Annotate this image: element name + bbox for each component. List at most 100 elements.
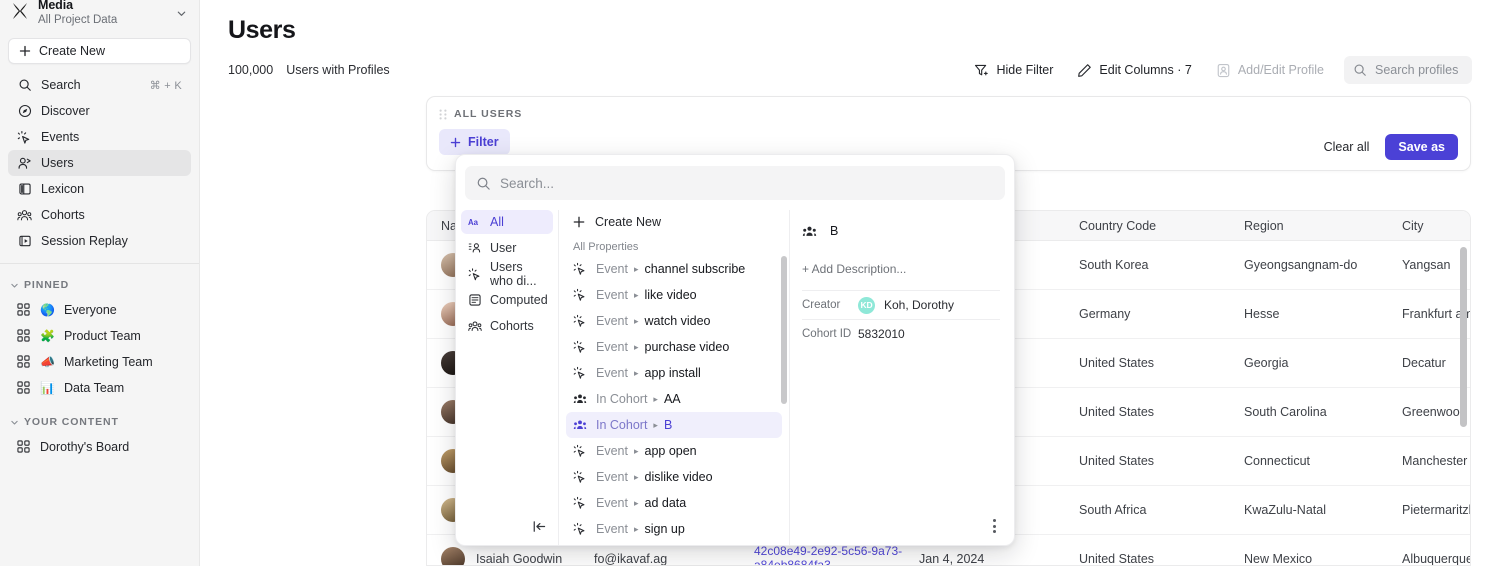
add-description-link[interactable]: + Add Description... [802, 262, 907, 276]
property-option[interactable]: Event ▸ sign up [566, 516, 782, 542]
edit-columns-button[interactable]: Edit Columns · 7 [1067, 56, 1201, 84]
cohorts-icon [468, 319, 482, 333]
sidebar-item-search[interactable]: Search ⌘ + K [8, 72, 191, 98]
sidebar-item-events[interactable]: Events [8, 124, 191, 150]
board-emoji: 📣 [40, 355, 55, 369]
property-option[interactable]: Event ▸ app open [566, 438, 782, 464]
your-content-label: YOUR CONTENT [24, 416, 119, 428]
column-header-country-code[interactable]: Country Code [1079, 218, 1157, 233]
sidebar-board-everyone[interactable]: 🌎 Everyone [8, 297, 191, 323]
hide-filter-button[interactable]: Hide Filter [964, 56, 1063, 84]
user-count: 100,000 [228, 63, 274, 77]
cohorts-icon [802, 224, 817, 239]
property-type: Event [596, 444, 628, 458]
clear-all-button[interactable]: Clear all [1323, 140, 1370, 154]
table-vertical-scrollbar[interactable] [1460, 247, 1467, 427]
board-grid-icon [17, 329, 31, 343]
cell-city: Frankfurt am Main [1402, 307, 1470, 321]
detail-title-row: B [802, 220, 1000, 242]
pinned-section-header[interactable]: PINNED [0, 273, 199, 297]
property-option[interactable]: Event ▸ ad data [566, 490, 782, 516]
chevron-right-icon: ▸ [633, 289, 639, 300]
dropdown-search-box[interactable] [465, 166, 1005, 200]
cell-city: Decatur [1402, 356, 1446, 370]
cell-city: Greenwood [1402, 405, 1467, 419]
sidebar-item-label: Session Replay [41, 234, 128, 248]
lexicon-icon [17, 182, 32, 197]
add-edit-profile-button[interactable]: Add/Edit Profile [1206, 56, 1334, 84]
properties-scrollbar[interactable] [781, 256, 787, 404]
board-grid-icon [17, 440, 31, 454]
category-users-who-did[interactable]: Users who di... [461, 260, 553, 288]
property-name: B [663, 418, 673, 432]
more-options-icon[interactable] [984, 515, 1004, 537]
user-count-label: Users with Profiles [286, 63, 390, 77]
project-subtitle: All Project Data [38, 14, 118, 27]
cell-id[interactable]: 42c08e49-2e92-5c56-9a73-a84eb8684fa3 [754, 545, 903, 566]
sidebar-board-dorothys-board[interactable]: Dorothy's Board [8, 434, 191, 460]
sidebar-item-label: Lexicon [41, 182, 85, 196]
project-selector[interactable]: Media All Project Data [0, 0, 199, 30]
kebab-dot [992, 519, 996, 522]
dropdown-create-new-button[interactable]: Create New [566, 210, 782, 234]
dropdown-body: Aa All User Users who di. [456, 210, 1014, 545]
create-new-button[interactable]: Create New [8, 38, 191, 64]
computed-icon [468, 293, 482, 307]
search-icon [1353, 63, 1367, 77]
sidebar: Media All Project Data Create New Search… [0, 0, 200, 566]
add-filter-button[interactable]: Filter [439, 129, 510, 155]
sidebar-item-session-replay[interactable]: Session Replay [8, 228, 191, 254]
property-option[interactable]: Event ▸ like video [566, 282, 782, 308]
property-name: watch video [644, 314, 711, 328]
category-cohorts[interactable]: Cohorts [461, 314, 553, 338]
category-label: Users who di... [490, 260, 537, 288]
column-header-region[interactable]: Region [1244, 218, 1284, 233]
property-option-selected[interactable]: In Cohort ▸ B [566, 412, 782, 438]
chevron-right-icon: ▸ [633, 497, 639, 508]
your-content-section-header[interactable]: YOUR CONTENT [0, 410, 199, 434]
dropdown-search-input[interactable] [500, 175, 994, 191]
sidebar-board-data-team[interactable]: 📊 Data Team [8, 375, 191, 401]
search-profiles-box[interactable] [1344, 56, 1472, 84]
property-option[interactable]: Event ▸ channel subscribe [566, 256, 782, 282]
cohorts-icon [17, 208, 32, 223]
creator-label: Creator [802, 299, 841, 311]
property-option[interactable]: Event ▸ watch video [566, 308, 782, 334]
filter-icon [974, 63, 989, 78]
category-label: All [490, 215, 504, 229]
collapse-panel-icon[interactable] [528, 515, 550, 537]
property-name: dislike video [644, 470, 713, 484]
property-option[interactable]: In Cohort ▸ AA [566, 386, 782, 412]
project-name: Media [38, 0, 73, 13]
detail-separator [802, 319, 1000, 320]
cell-region: Gyeongsangnam-do [1244, 258, 1358, 272]
sidebar-item-users[interactable]: Users [8, 150, 191, 176]
cell-city: Albuquerque [1402, 552, 1471, 566]
category-user[interactable]: User [461, 236, 553, 260]
search-profiles-input[interactable] [1375, 63, 1463, 77]
sidebar-board-marketing-team[interactable]: 📣 Marketing Team [8, 349, 191, 375]
sidebar-item-lexicon[interactable]: Lexicon [8, 176, 191, 202]
events-icon [573, 288, 587, 302]
sidebar-nav: Search ⌘ + K Discover Events [0, 72, 199, 254]
toolbar-actions: Hide Filter Edit Columns · 7 Add/Edit Pr… [964, 56, 1472, 84]
save-as-button[interactable]: Save as [1385, 134, 1458, 160]
column-header-city[interactable]: City [1402, 218, 1424, 233]
sidebar-board-product-team[interactable]: 🧩 Product Team [8, 323, 191, 349]
cell-country: United States [1079, 405, 1155, 419]
board-label: Data Team [63, 381, 125, 395]
sidebar-item-discover[interactable]: Discover [8, 98, 191, 124]
category-computed[interactable]: Computed [461, 288, 553, 312]
table-row[interactable]: Isaiah Goodwin fo@ikavaf.ag 42c08e49-2e9… [427, 535, 1471, 566]
property-option[interactable]: Event ▸ app install [566, 360, 782, 386]
category-all[interactable]: Aa All [461, 210, 553, 234]
sidebar-item-cohorts[interactable]: Cohorts [8, 202, 191, 228]
board-grid-icon [17, 355, 31, 369]
chevron-down-icon[interactable] [176, 8, 187, 19]
drag-handle-icon[interactable] [439, 109, 447, 120]
property-type: Event [596, 288, 628, 302]
property-option[interactable]: Event ▸ purchase video [566, 334, 782, 360]
detail-creator-row: Creator KD Koh, Dorothy [802, 291, 1000, 319]
property-option[interactable]: Event ▸ dislike video [566, 464, 782, 490]
